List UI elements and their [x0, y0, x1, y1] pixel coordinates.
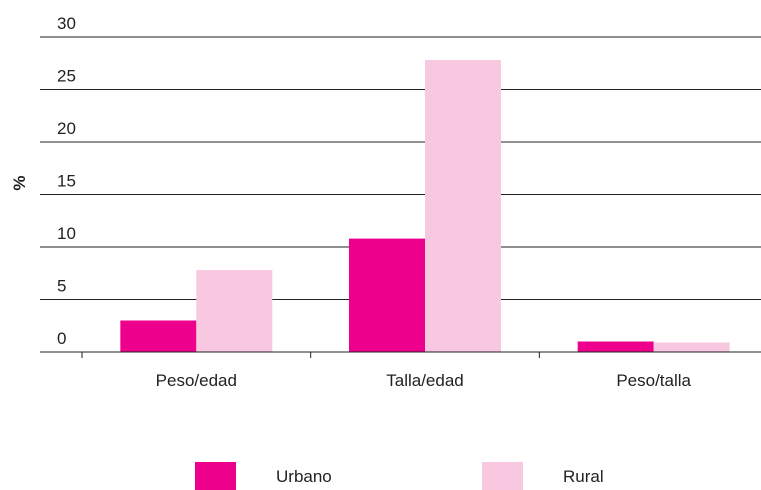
bars	[120, 60, 730, 352]
bar-rural-2	[425, 60, 501, 352]
y-tick-label: 0	[57, 329, 66, 348]
legend-label-rural: Rural	[563, 467, 604, 486]
y-tick-label: 25	[57, 67, 76, 86]
legend-swatch-rural	[482, 462, 523, 490]
y-tick-labels: 0 5 10 15 20 25 30	[57, 14, 76, 348]
bar-rural-3	[653, 342, 730, 352]
category-labels: Peso/edad Talla/edad Peso/talla	[156, 371, 692, 390]
legend: Urbano Rural	[195, 462, 604, 490]
category-label: Peso/edad	[156, 371, 237, 390]
legend-swatch-urbano	[195, 462, 236, 490]
y-axis-title: %	[10, 175, 29, 190]
y-tick-label: 15	[57, 172, 76, 191]
bar-rural-1	[196, 270, 273, 352]
bar-urbano-1	[120, 320, 197, 352]
category-label: Peso/talla	[616, 371, 691, 390]
legend-label-urbano: Urbano	[276, 467, 332, 486]
gridlines	[40, 36, 761, 300]
y-tick-label: 5	[57, 277, 66, 296]
y-tick-label: 20	[57, 119, 76, 138]
x-axis	[40, 351, 761, 358]
bar-urbano-2	[349, 238, 425, 352]
y-tick-label: 30	[57, 14, 76, 33]
category-label: Talla/edad	[386, 371, 464, 390]
bar-urbano-3	[577, 341, 654, 352]
y-tick-label: 10	[57, 224, 76, 243]
